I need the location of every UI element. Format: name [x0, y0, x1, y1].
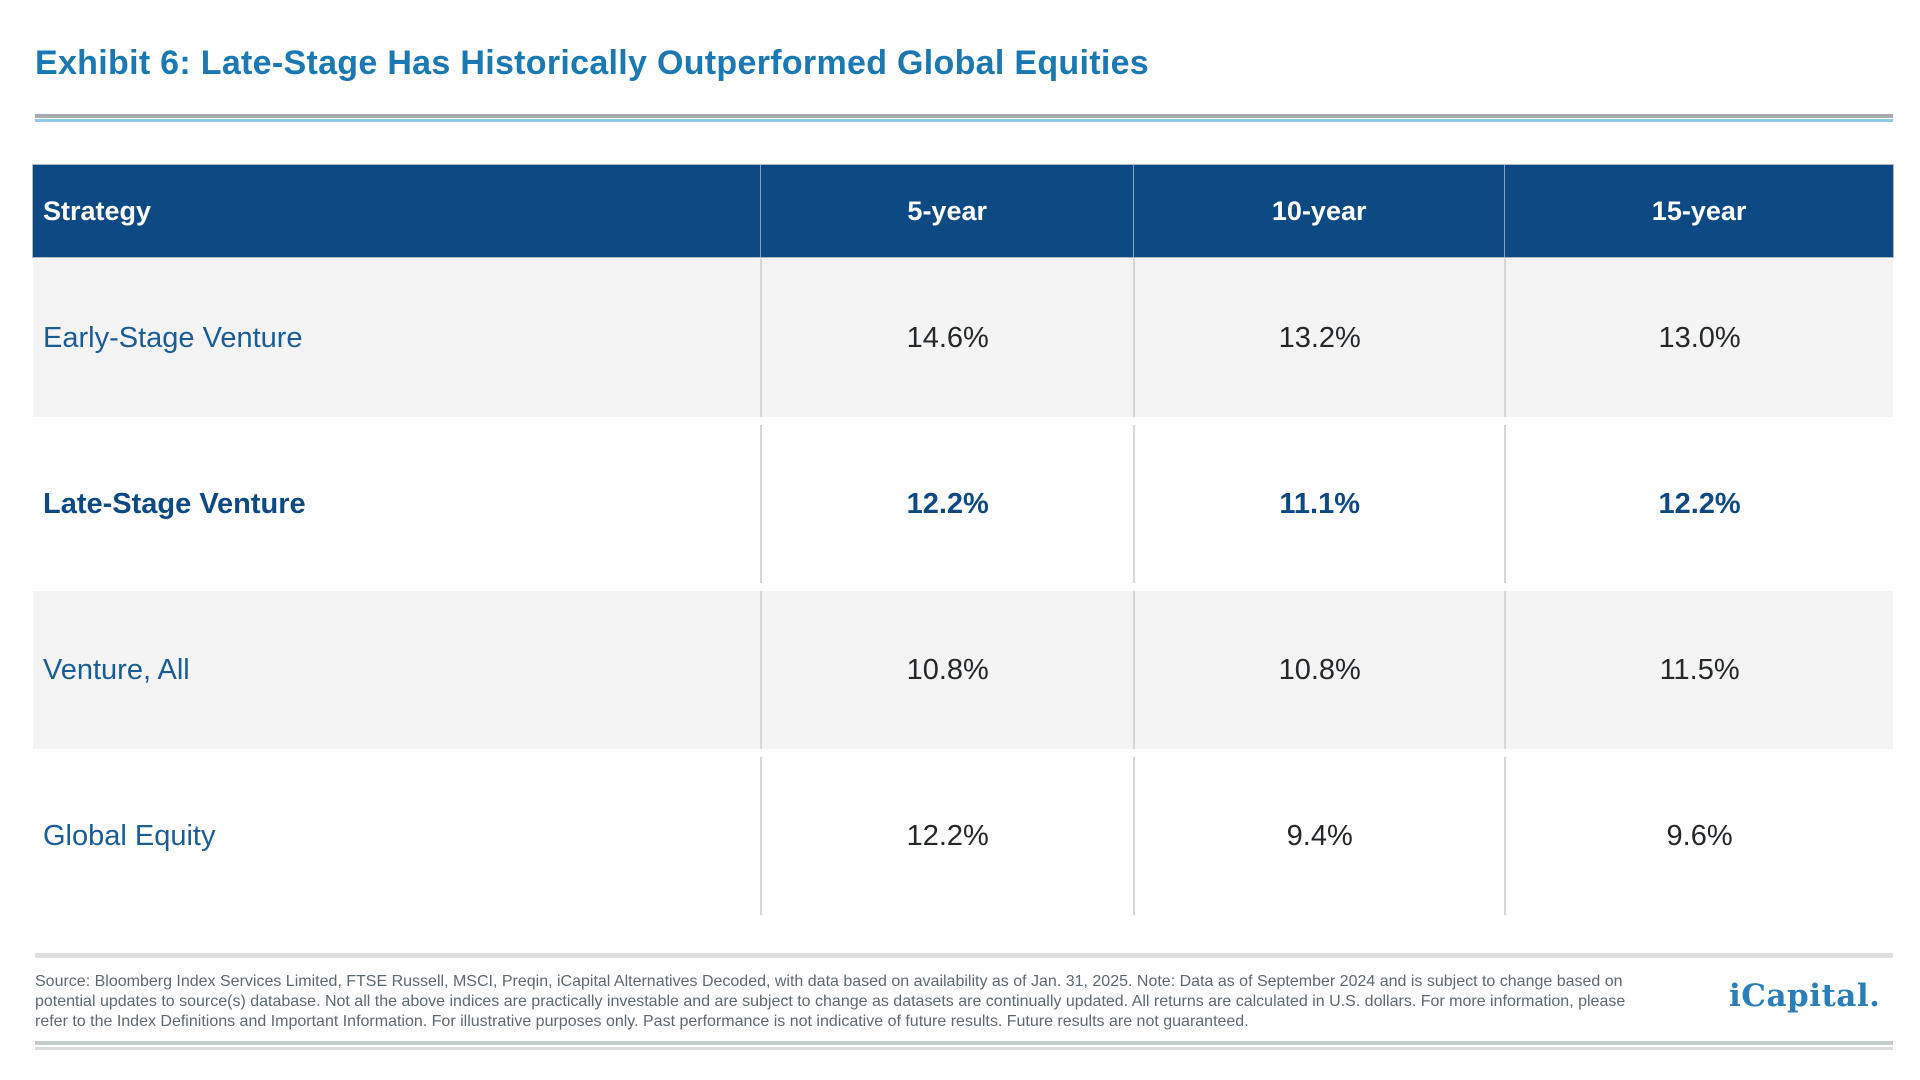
- table-row: Global Equity 12.2% 9.4% 9.6%: [33, 757, 1893, 915]
- value-cell: 14.6%: [760, 259, 1133, 417]
- value-cell: 12.2%: [1504, 425, 1893, 583]
- title-divider-gap: [35, 118, 1893, 119]
- bottom-divider-band-b: [35, 1047, 1893, 1050]
- column-header-15-year: 15-year: [1504, 165, 1893, 257]
- strategy-cell: Global Equity: [43, 819, 216, 852]
- source-note-line: Source: Bloomberg Index Services Limited…: [35, 973, 1623, 990]
- value-cell: 13.0%: [1504, 259, 1893, 417]
- value-cell: 11.1%: [1133, 425, 1504, 583]
- source-note: Source: Bloomberg Index Services Limited…: [35, 972, 1715, 1032]
- bottom-divider: [35, 1041, 1893, 1050]
- column-header-10-year: 10-year: [1133, 165, 1504, 257]
- icapital-logo: iCapital.: [1729, 978, 1881, 1014]
- returns-table: Strategy 5-year 10-year 15-year Early-St…: [32, 164, 1894, 923]
- title-divider-gray-band: [35, 114, 1893, 118]
- table-row: Early-Stage Venture 14.6% 13.2% 13.0%: [33, 259, 1893, 417]
- value-cell: 11.5%: [1504, 591, 1893, 749]
- source-note-line: refer to the Index Definitions and Impor…: [35, 1013, 1249, 1030]
- strategy-cell: Venture, All: [43, 653, 190, 686]
- strategy-cell: Late-Stage Venture: [43, 487, 306, 520]
- footer-top-rule: [35, 953, 1893, 958]
- table-row: Venture, All 10.8% 10.8% 11.5%: [33, 591, 1893, 749]
- exhibit-title: Exhibit 6: Late-Stage Has Historically O…: [35, 44, 1149, 82]
- bottom-divider-band-a: [35, 1041, 1893, 1045]
- column-header-strategy: Strategy: [43, 195, 152, 226]
- table-row-highlighted: Late-Stage Venture 12.2% 11.1% 12.2%: [33, 425, 1893, 583]
- value-cell: 9.6%: [1504, 757, 1893, 915]
- value-cell: 13.2%: [1133, 259, 1504, 417]
- source-note-line: potential updates to source(s) database.…: [35, 993, 1626, 1010]
- value-cell: 10.8%: [760, 591, 1133, 749]
- strategy-cell: Early-Stage Venture: [43, 321, 303, 354]
- value-cell: 12.2%: [760, 757, 1133, 915]
- bottom-divider-gap: [35, 1045, 1893, 1047]
- title-divider-blue-band: [35, 119, 1893, 122]
- table-header-row: Strategy 5-year 10-year 15-year: [32, 164, 1894, 258]
- column-header-5-year: 5-year: [760, 165, 1133, 257]
- value-cell: 9.4%: [1133, 757, 1504, 915]
- title-divider: [35, 114, 1893, 122]
- value-cell: 12.2%: [760, 425, 1133, 583]
- value-cell: 10.8%: [1133, 591, 1504, 749]
